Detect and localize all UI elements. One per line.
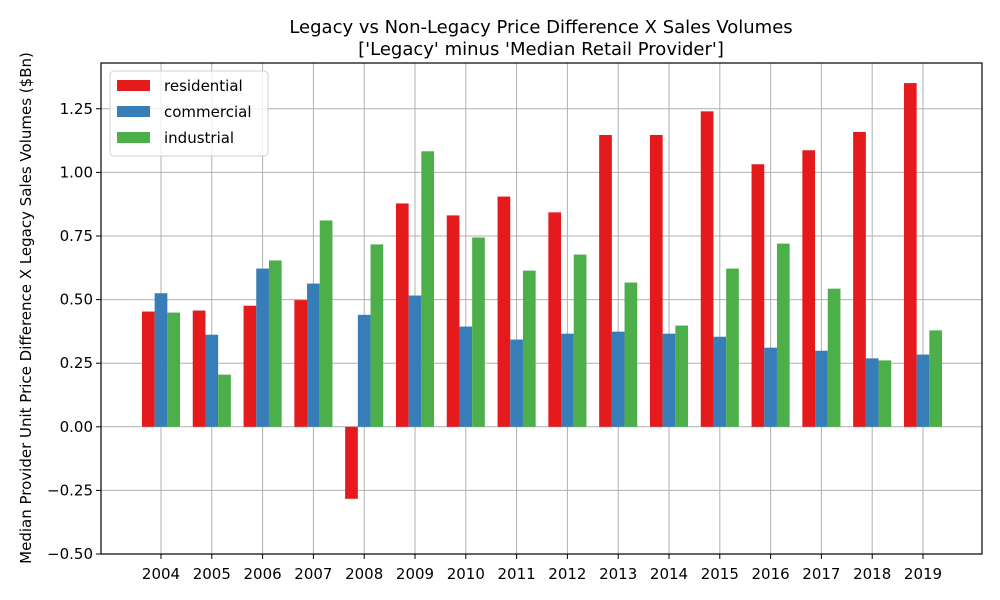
legend-label-industrial: industrial — [164, 129, 234, 147]
bar-residential-2006 — [243, 305, 257, 427]
bar-commercial-2019 — [916, 354, 930, 427]
legend-swatch-residential — [117, 80, 150, 91]
bar-industrial-2009 — [421, 151, 435, 427]
bar-industrial-2006 — [268, 260, 282, 427]
bar-industrial-2019 — [929, 330, 943, 427]
bar-industrial-2004 — [167, 312, 181, 427]
bar-commercial-2012 — [561, 333, 574, 427]
bar-commercial-2006 — [256, 268, 269, 427]
legend-swatch-commercial — [117, 106, 150, 117]
chart-subtitle: ['Legacy' minus 'Median Retail Provider'… — [358, 39, 724, 60]
y-tick-label: −0.50 — [47, 545, 93, 563]
bar-residential-2005 — [192, 310, 206, 427]
x-tick-label: 2018 — [853, 565, 891, 583]
bar-residential-2014 — [649, 134, 663, 427]
bar-commercial-2009 — [408, 295, 422, 427]
x-tick-label: 2014 — [650, 565, 688, 583]
bar-residential-2009 — [395, 203, 409, 427]
bar-commercial-2018 — [865, 358, 879, 427]
bar-commercial-2014 — [662, 333, 676, 427]
bar-residential-2016 — [751, 164, 765, 427]
bar-industrial-2016 — [776, 243, 790, 427]
y-tick-label: 0.50 — [60, 291, 93, 309]
bar-residential-2011 — [497, 196, 511, 427]
bar-commercial-2010 — [459, 326, 473, 427]
y-axis-label: Median Provider Unit Price Difference X … — [17, 52, 35, 564]
bar-commercial-2005 — [205, 334, 219, 427]
bar-residential-2018 — [853, 131, 866, 427]
bar-industrial-2017 — [827, 288, 841, 427]
x-tick-label: 2016 — [752, 565, 790, 583]
x-tick-label: 2013 — [599, 565, 637, 583]
bar-industrial-2010 — [472, 237, 485, 427]
bar-commercial-2015 — [713, 336, 727, 427]
bar-residential-2019 — [903, 83, 917, 427]
bar-industrial-2007 — [319, 220, 333, 427]
bars — [141, 83, 943, 499]
y-tick-label: 0.00 — [60, 418, 93, 436]
bar-industrial-2005 — [218, 374, 231, 427]
y-tick-label: 0.75 — [60, 227, 93, 245]
y-axis: −0.50 −0.25 0.00 0.25 0.50 0.75 1.00 1.25 — [47, 100, 101, 563]
x-tick-label: 2007 — [294, 565, 332, 583]
legend-swatch-industrial — [117, 132, 150, 143]
x-tick-label: 2017 — [802, 565, 840, 583]
legend-label-commercial: commercial — [164, 103, 252, 121]
x-tick-label: 2008 — [345, 565, 383, 583]
bar-residential-2015 — [700, 111, 714, 427]
bar-commercial-2017 — [815, 350, 828, 427]
bar-residential-2007 — [294, 300, 308, 427]
x-tick-label: 2010 — [447, 565, 485, 583]
x-tick-label: 2006 — [244, 565, 282, 583]
x-tick-label: 2015 — [701, 565, 739, 583]
legend: residential commercial industrial — [109, 70, 269, 157]
bar-residential-2017 — [802, 150, 816, 427]
bar-industrial-2018 — [878, 360, 892, 427]
bar-commercial-2011 — [510, 339, 523, 427]
y-tick-label: 1.25 — [60, 100, 93, 118]
x-tick-label: 2009 — [396, 565, 434, 583]
y-tick-label: 0.25 — [60, 354, 93, 372]
bar-commercial-2008 — [357, 314, 371, 427]
bar-industrial-2013 — [624, 282, 638, 427]
bar-residential-2012 — [548, 212, 562, 427]
bar-industrial-2011 — [522, 270, 536, 427]
bar-commercial-2016 — [764, 347, 777, 427]
x-axis: 2004 2005 2006 2007 2008 2009 2010 2011 2012 2013… — [142, 554, 942, 583]
x-tick-label: 2004 — [142, 565, 180, 583]
y-tick-label: −0.25 — [47, 481, 93, 499]
bar-residential-2004 — [141, 311, 155, 427]
legend-label-residential: residential — [164, 77, 243, 95]
x-tick-label: 2011 — [498, 565, 536, 583]
bar-residential-2010 — [446, 215, 460, 427]
bar-industrial-2012 — [573, 254, 587, 427]
bar-commercial-2004 — [154, 293, 168, 427]
y-tick-label: 1.00 — [60, 163, 93, 181]
bar-industrial-2008 — [370, 244, 384, 427]
bar-industrial-2014 — [675, 325, 689, 427]
bar-commercial-2007 — [307, 283, 320, 427]
bar-commercial-2013 — [611, 331, 625, 427]
bar-residential-2013 — [599, 134, 612, 427]
bar-residential-2008 — [345, 426, 358, 499]
bar-industrial-2015 — [726, 268, 739, 427]
x-tick-label: 2012 — [548, 565, 586, 583]
chart-title: Legacy vs Non-Legacy Price Difference X … — [289, 17, 792, 38]
x-tick-label: 2019 — [904, 565, 942, 583]
plot-frame — [100, 62, 983, 555]
x-tick-label: 2005 — [193, 565, 231, 583]
